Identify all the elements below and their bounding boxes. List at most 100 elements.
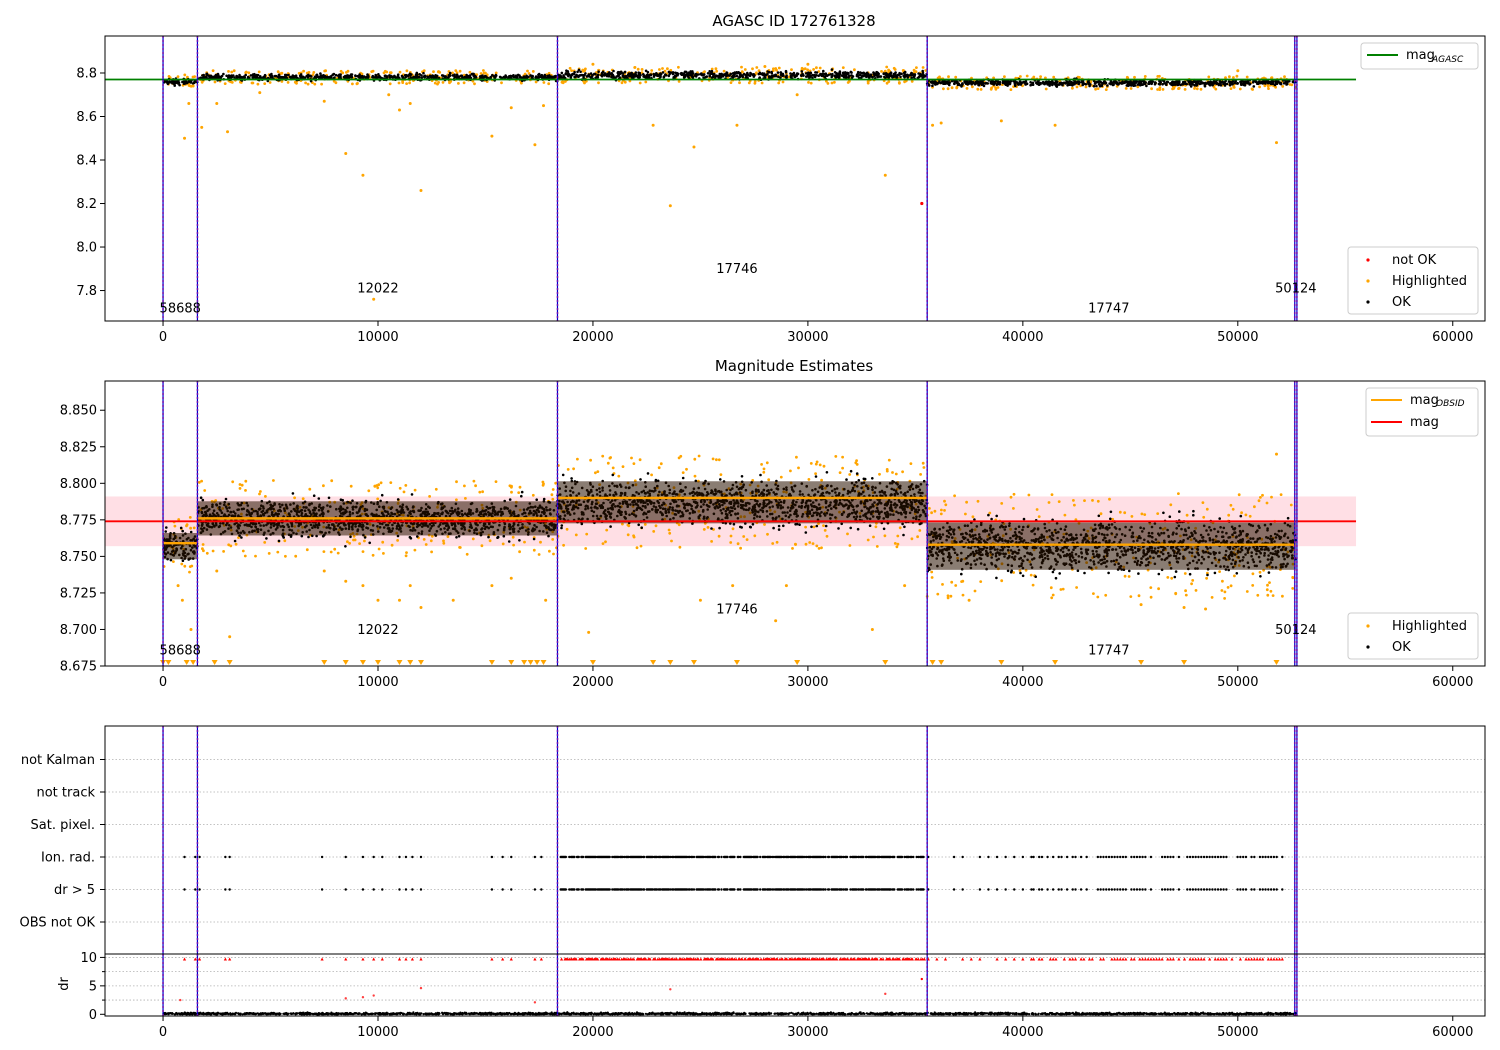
highlighted-point [565, 527, 569, 531]
ok-point [639, 73, 642, 77]
ok-point [1037, 81, 1041, 85]
ok-point [628, 74, 632, 78]
highlighted-point [757, 69, 761, 73]
highlighted-point [1123, 511, 1127, 515]
highlighted-point [1140, 512, 1144, 516]
highlighted-point [711, 457, 715, 461]
highlighted-point [1191, 579, 1195, 582]
highlighted-point [617, 474, 621, 478]
ok-point [240, 536, 243, 539]
highlighted-outlier [322, 99, 326, 103]
ok-point [1254, 80, 1258, 83]
ok-point [1246, 81, 1250, 84]
ok-point [1030, 83, 1034, 86]
highlighted-point [358, 542, 361, 545]
highlighted-point [534, 80, 538, 84]
highlighted-point [473, 82, 476, 86]
highlighted-point [1127, 575, 1131, 578]
highlighted-point [632, 535, 636, 539]
ok-point [406, 75, 410, 78]
ok-point [1072, 81, 1076, 84]
highlighted-point [432, 70, 435, 73]
highlighted-point [765, 461, 769, 465]
highlighted-point [389, 71, 393, 74]
highlighted-point [710, 67, 714, 71]
ok-point [1070, 80, 1073, 84]
highlighted-point [633, 66, 637, 69]
ok-point [597, 73, 600, 77]
ok-point [612, 69, 615, 73]
highlighted-point [848, 473, 852, 476]
ok-point [636, 75, 640, 79]
highlighted-point [464, 497, 467, 500]
ok-point [902, 74, 906, 78]
ok-point [537, 73, 540, 77]
highlighted-point [898, 526, 902, 530]
highlighted-point [950, 580, 954, 584]
ok-point [249, 74, 253, 77]
highlighted-point [353, 538, 357, 542]
highlighted-point [527, 72, 531, 75]
highlighted-point [1050, 596, 1054, 600]
ok-point [888, 72, 892, 76]
highlighted-point [743, 68, 747, 71]
highlighted-point [302, 69, 305, 73]
ok-point [455, 536, 458, 539]
highlighted-point [677, 65, 680, 69]
highlighted-point [568, 66, 572, 70]
highlighted-outlier [258, 91, 262, 95]
ok-point [702, 73, 706, 76]
ok-point [329, 75, 333, 78]
highlighted-point [531, 493, 535, 497]
ok-point [892, 72, 896, 76]
ok-point [961, 83, 964, 86]
ok-point [953, 82, 956, 86]
ok-point [388, 76, 392, 79]
highlighted-point [510, 484, 513, 488]
ok-point [463, 75, 466, 79]
highlighted-point [201, 547, 204, 551]
ok-point [784, 71, 788, 74]
highlighted-point [954, 75, 958, 79]
highlighted-point [947, 75, 950, 79]
highlighted-point [946, 87, 950, 91]
highlighted-point [807, 478, 811, 481]
highlighted-point [455, 71, 459, 75]
ok-point [331, 73, 335, 76]
legend-not-ok: not OK [1392, 253, 1437, 268]
highlighted-point [1270, 495, 1273, 499]
ok-point [866, 74, 869, 78]
highlighted-point [668, 531, 672, 535]
ok-point [268, 73, 272, 77]
ok-point [325, 75, 329, 79]
highlighted-point [976, 499, 980, 503]
highlighted-point [304, 81, 307, 85]
highlighted-point [286, 81, 290, 84]
highlighted-point [841, 466, 844, 470]
highlighted-point [940, 508, 943, 512]
highlighted-point [1047, 501, 1051, 504]
highlighted-point [702, 528, 706, 531]
highlighted-point [518, 485, 522, 489]
highlighted-point [936, 592, 940, 596]
ok-point [368, 541, 372, 545]
highlighted-point [405, 82, 408, 85]
ok-point [214, 73, 218, 77]
ok-point [726, 74, 730, 77]
ok-point [776, 71, 780, 74]
ok-point [822, 69, 825, 73]
highlighted-point [1205, 507, 1209, 511]
ok-point [350, 75, 353, 78]
ok-point [725, 71, 729, 75]
ok-point [913, 73, 917, 76]
highlighted-point [377, 547, 381, 551]
highlighted-point [806, 68, 809, 72]
highlighted-point [552, 552, 555, 556]
highlighted-point [1271, 594, 1275, 597]
highlighted-point [479, 72, 483, 75]
highlighted-point [494, 480, 498, 483]
ok-point [800, 74, 803, 77]
ok-point [746, 73, 750, 76]
ok-point [181, 559, 185, 562]
highlighted-point [825, 534, 829, 538]
